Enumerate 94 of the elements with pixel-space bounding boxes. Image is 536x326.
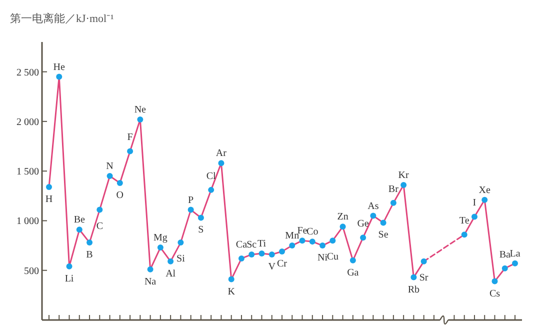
x-tick-label: B [86,250,94,261]
x-tick-label: Ca [236,239,248,250]
x-tick-label: Sr [419,272,429,284]
x-tick-label: Se [378,230,389,241]
point [380,220,386,226]
point [330,238,336,244]
x-tick-label: Li [64,273,74,284]
x-tick-label: S [198,224,204,236]
x-tick-label: Ge [357,218,370,230]
point [46,184,52,190]
point [390,200,396,206]
x-tick-label: K [228,286,236,298]
x-tick-label: Cr [277,258,288,270]
y-tick-label: 1 500 [16,166,39,178]
point [157,244,164,251]
x-tick-label: He [53,62,66,73]
point [461,232,468,238]
x-tick-label: Mg [153,232,168,244]
y-tick-label: 1 000 [16,216,39,228]
x-tick-label: Ga [347,267,360,278]
point [370,212,376,219]
point [56,74,62,80]
point [420,258,427,264]
point [400,182,407,188]
x-tick-label: Na [144,276,157,288]
x-tick-label: Ti [257,238,266,250]
point [512,260,518,266]
point [228,276,234,282]
point [299,238,306,244]
point [350,257,356,264]
point [178,240,184,246]
x-tick-label: Sc [246,239,258,250]
x-tick-label: La [510,248,521,260]
point [137,116,144,122]
point [218,160,224,166]
x-tick-label: Te [459,216,470,227]
x-tick-label: Ni [318,252,328,264]
point [238,255,244,262]
x-tick-label: Co [306,226,318,238]
point [168,258,174,264]
point [188,206,194,213]
x-tick-label: H [45,194,53,205]
x-tick-label: C [96,220,104,232]
point [86,240,93,246]
y-tick-label: 500 [24,266,39,277]
point [320,242,326,249]
point [410,274,417,280]
point [309,238,316,245]
x-tick-label: As [368,200,379,212]
x-tick-label: Si [176,254,186,265]
point [289,242,296,249]
point [502,265,508,272]
point [492,278,498,284]
y-axis-title: 第一电离能／kJ·mol⁻¹ [10,12,114,25]
x-tick-label: Rb [408,284,420,296]
x-tick-label: Al [166,268,176,280]
x-tick-label: Cl [206,170,216,182]
point [360,234,366,241]
point [279,248,285,254]
point [482,196,488,203]
x-tick-label: P [188,194,194,206]
point [96,206,103,213]
point [116,180,123,186]
x-tick-label: Be [74,214,86,226]
x-tick-label: Kr [398,170,410,181]
point [127,148,134,154]
x-tick-label: Cu [326,252,338,263]
x-tick-label: Mn [285,230,300,242]
x-tick-label: F [127,132,134,144]
point [340,224,346,230]
point [248,251,255,258]
x-tick-label: Ba [499,249,511,260]
x-tick-label: I [472,198,476,209]
x-tick-label: Fe [297,226,308,237]
x-tick-label: Xe [478,184,491,196]
x-tick-label: N [106,161,114,172]
x-tick-label: Br [388,184,400,195]
y-tick-label: 2 000 [16,116,39,128]
point [147,266,154,272]
y-tick-label: 2 500 [16,67,39,78]
x-tick-label: O [116,190,124,201]
point [76,226,82,233]
point [208,186,214,193]
x-tick-label: V [268,261,276,272]
x-tick-label: Ne [134,104,147,116]
x-tick-label: Zn [337,212,348,223]
point [198,214,204,221]
point [258,250,265,256]
point [471,214,478,220]
point [66,263,72,270]
x-tick-label: Cs [489,288,500,300]
point [106,173,113,180]
point [268,251,275,258]
x-tick-label: Ar [216,148,228,160]
